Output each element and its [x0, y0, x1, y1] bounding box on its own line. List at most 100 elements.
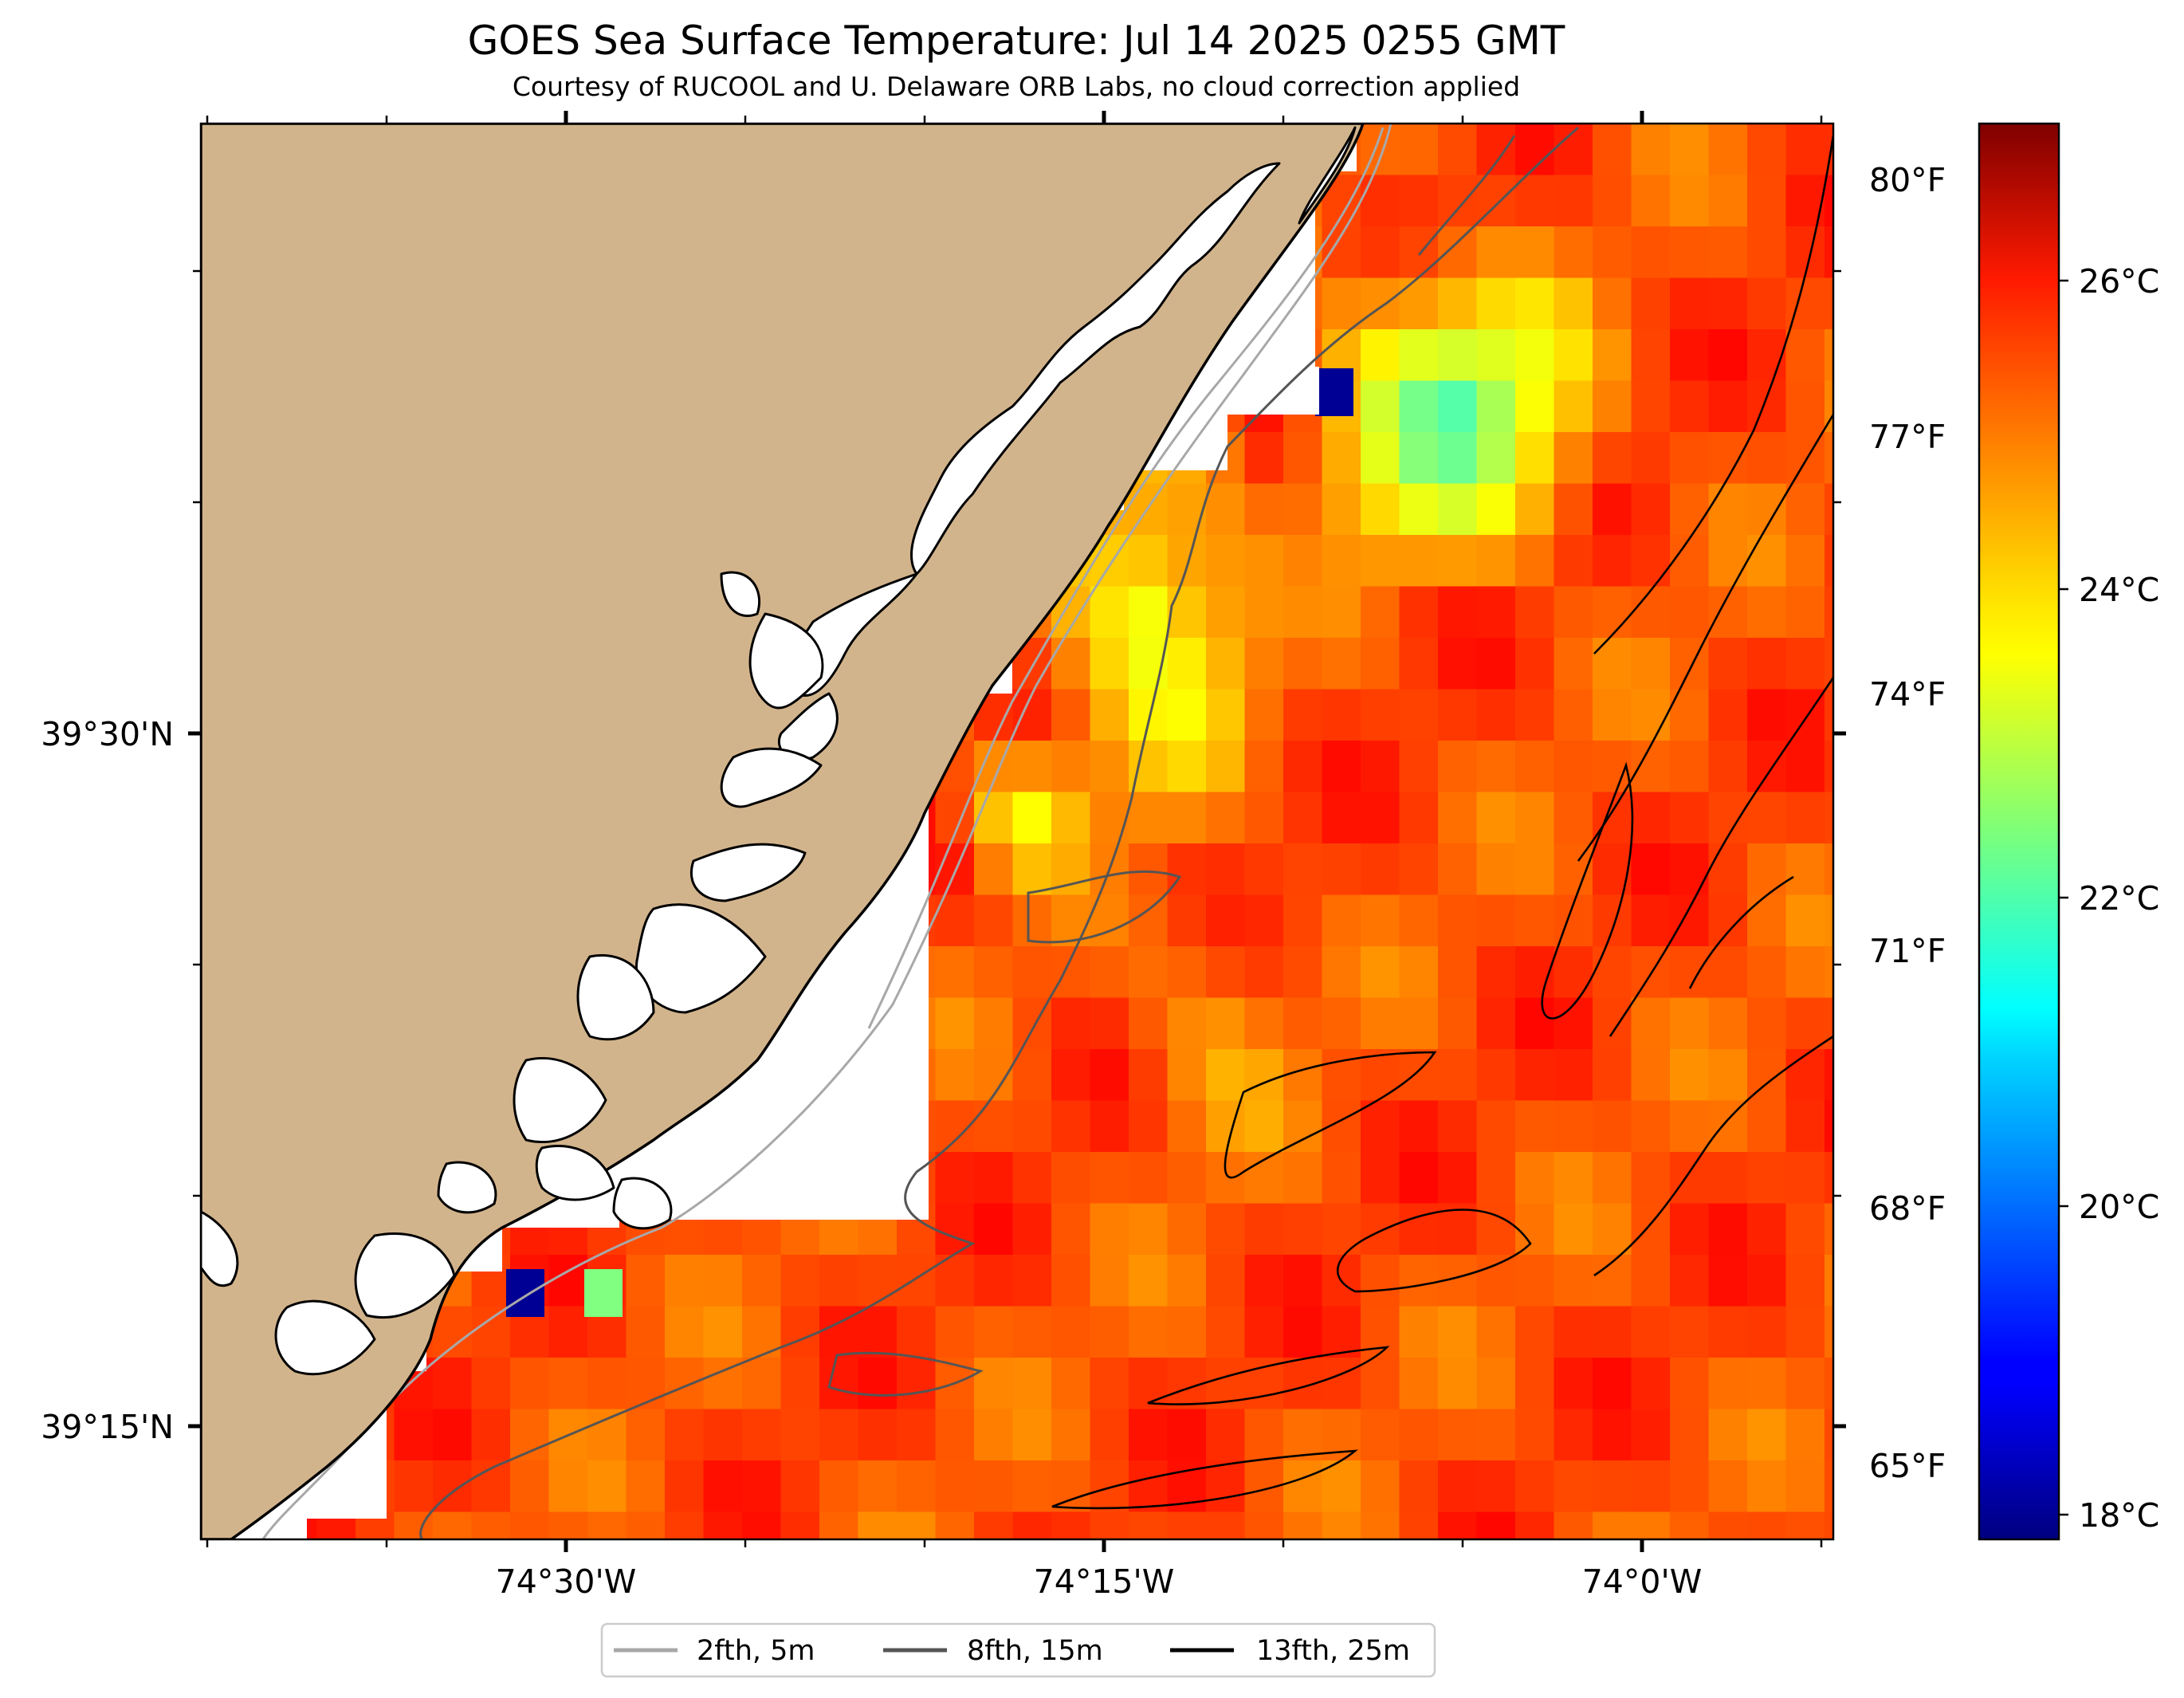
sst-pixel — [1631, 1152, 1671, 1205]
sst-pixel — [1283, 1100, 1323, 1153]
celsius-label: 26°C — [2079, 262, 2159, 301]
sst-pixel — [1476, 638, 1516, 690]
sst-pixel — [1785, 1306, 1825, 1358]
sst-pixel — [1593, 535, 1632, 588]
sst-pixel — [1361, 1255, 1400, 1307]
fahrenheit-label: 74°F — [1869, 675, 1946, 713]
sst-pixel — [742, 1511, 782, 1539]
sst-pixel — [1012, 946, 1052, 999]
sst-pixel — [1051, 1100, 1091, 1153]
sst-pixel — [1322, 483, 1361, 536]
sst-pixel — [1012, 1203, 1052, 1256]
sst-pixel — [1631, 792, 1671, 844]
sst-pixel — [1361, 894, 1400, 947]
sst-pixel — [510, 1511, 550, 1539]
celsius-label: 24°C — [2079, 571, 2159, 609]
sst-pixel — [1012, 894, 1052, 947]
sst-pixel — [626, 1255, 666, 1307]
sst-pixel — [1322, 535, 1361, 588]
lon-tick-label: 74°0'W — [1582, 1562, 1703, 1601]
sst-pixel — [1283, 1409, 1323, 1461]
sst-pixel — [780, 1255, 820, 1307]
sst-pixel — [1090, 1409, 1129, 1461]
sst-pixel — [1361, 843, 1400, 896]
sst-pixel — [1631, 380, 1671, 433]
legend-label: 2fth, 5m — [697, 1635, 815, 1667]
sst-pixel — [1361, 689, 1400, 741]
sst-pixel — [1129, 1152, 1169, 1205]
sst-pixel — [1399, 124, 1439, 176]
sst-pixel — [1670, 1100, 1710, 1153]
sst-pixel — [1361, 997, 1400, 1050]
sst-pixel — [1670, 1049, 1710, 1102]
celsius-ticks: 18°C 20°C 22°C 24°C 26°C — [2059, 262, 2159, 1535]
sst-pixel — [819, 1358, 859, 1410]
sst-pixel — [433, 1511, 473, 1539]
sst-pixel — [1206, 535, 1246, 588]
sst-pixel — [1283, 997, 1323, 1050]
sst-pixel — [1051, 1203, 1091, 1256]
sst-pixel — [1708, 124, 1748, 176]
sst-pixel — [858, 1460, 898, 1513]
sst-pixel — [1747, 946, 1787, 999]
sst-pixel — [1283, 689, 1323, 741]
sst-pixel — [1090, 1511, 1129, 1539]
sst-pixel — [1206, 689, 1246, 741]
sst-pixel — [1825, 843, 1833, 896]
sst-pixel — [1322, 997, 1361, 1050]
sst-pixel — [1515, 792, 1555, 844]
sst-pixel — [510, 1409, 550, 1461]
sst-pixel — [819, 1460, 859, 1513]
sst-pixel — [1825, 792, 1833, 844]
sst-pixel — [1244, 586, 1284, 639]
sst-pixel — [1322, 946, 1361, 999]
celsius-label: 18°C — [2079, 1496, 2159, 1535]
sst-pixel — [1825, 1460, 1833, 1513]
sst-pixel — [742, 1255, 782, 1307]
sst-pixel — [1090, 638, 1129, 690]
sst-pixel — [1670, 124, 1710, 176]
sst-pixel — [548, 1358, 588, 1410]
sst-pixel — [1747, 277, 1787, 330]
sst-pixel — [1322, 1049, 1361, 1102]
sst-pixel — [1785, 1460, 1825, 1513]
sst-pixel — [1438, 1358, 1478, 1410]
sst-pixel — [1244, 1100, 1284, 1153]
sst-pixel — [1051, 1255, 1091, 1307]
sst-pixel — [1206, 1306, 1246, 1358]
sst-pixel — [1631, 638, 1671, 690]
sst-pixel — [1283, 1049, 1323, 1102]
sst-pixel — [703, 1409, 743, 1461]
sst-pixel — [1129, 586, 1169, 639]
sst-pixel — [1515, 329, 1555, 382]
sst-pixel — [1785, 1358, 1825, 1410]
fahrenheit-label: 80°F — [1869, 161, 1946, 199]
sst-pixel — [1322, 1306, 1361, 1358]
sst-pixel — [1361, 638, 1400, 690]
sst-pixel — [935, 997, 975, 1050]
sst-pixel — [1322, 1203, 1361, 1256]
sst-pixel — [1670, 175, 1710, 227]
sst-pixel — [1244, 432, 1284, 485]
lat-tick-label: 39°30'N — [41, 715, 174, 753]
sst-pixel — [1476, 535, 1516, 588]
sst-pixel — [1708, 997, 1748, 1050]
sst-pixel — [1708, 483, 1748, 536]
sst-pixel — [974, 1460, 1014, 1513]
sst-pixel — [1244, 1306, 1284, 1358]
sst-pixel — [1554, 586, 1593, 639]
sst-pixel — [1515, 997, 1555, 1050]
sst-pixel — [1554, 1409, 1593, 1461]
lon-major-tick-1: 74°30'W — [496, 111, 636, 1601]
sst-pixel — [1361, 226, 1400, 279]
sst-pixel — [1090, 946, 1129, 999]
sst-pixel — [1399, 1100, 1439, 1153]
sst-pixel — [1515, 689, 1555, 741]
sst-pixel — [1129, 1511, 1169, 1539]
sst-pixel — [1399, 535, 1439, 588]
sst-pixel — [974, 1203, 1014, 1256]
sst-pixel — [1747, 792, 1787, 844]
sst-pixel — [587, 1511, 627, 1539]
sst-pixel — [587, 1358, 627, 1410]
sst-pixel — [1361, 1358, 1400, 1410]
